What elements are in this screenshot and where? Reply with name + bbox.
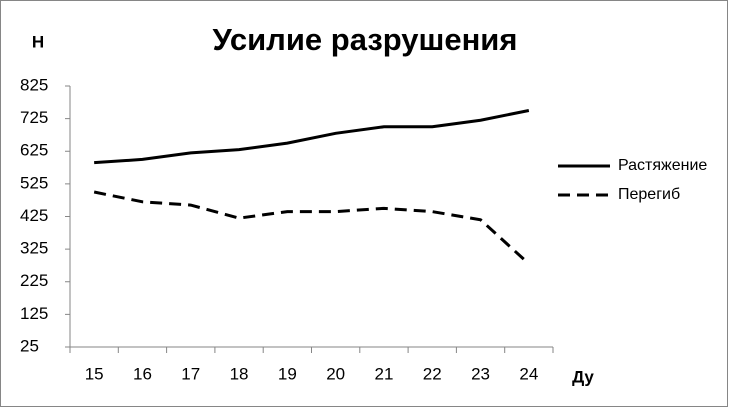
- y-tick-label: 25: [20, 336, 39, 355]
- x-axis-label: Ду: [572, 367, 594, 386]
- x-tick-label: 21: [374, 364, 393, 383]
- y-axis-label: Н: [32, 32, 44, 51]
- chart-title: Усилие разрушения: [213, 22, 518, 57]
- y-tick-label: 125: [20, 304, 48, 323]
- y-tick-label: 825: [20, 75, 48, 94]
- x-tick-label: 15: [85, 364, 104, 383]
- x-tick-label: 24: [519, 364, 538, 383]
- x-tick-label: 23: [471, 364, 490, 383]
- x-tick-label: 16: [133, 364, 152, 383]
- y-tick-label: 425: [20, 206, 48, 225]
- x-tick-label: 19: [278, 364, 297, 383]
- x-tick-label: 20: [326, 364, 345, 383]
- y-tick-label: 525: [20, 173, 48, 192]
- line-series: [94, 108, 530, 165]
- line-series: [93, 190, 530, 265]
- x-tick-label: 18: [230, 364, 249, 383]
- x-tick-label: 22: [423, 364, 442, 383]
- legend-label: Перегиб: [618, 186, 680, 203]
- x-tick-label: 17: [181, 364, 200, 383]
- y-tick-label: 325: [20, 239, 48, 258]
- legend-label: Растяжение: [618, 157, 707, 174]
- y-tick-label: 725: [20, 108, 48, 127]
- y-tick-label: 225: [20, 271, 48, 290]
- y-tick-label: 625: [20, 141, 48, 160]
